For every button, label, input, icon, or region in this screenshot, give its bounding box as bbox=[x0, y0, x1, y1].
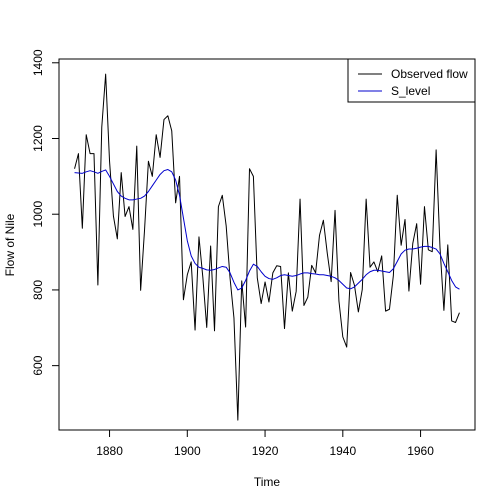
x-axis-label: Time bbox=[254, 475, 281, 489]
y-tick-label: 1200 bbox=[31, 125, 45, 152]
y-tick-label: 1000 bbox=[31, 201, 45, 228]
y-tick-label: 600 bbox=[31, 355, 45, 375]
y-tick-label: 1400 bbox=[31, 49, 45, 76]
series-line-s-level bbox=[74, 169, 460, 291]
legend-box bbox=[347, 58, 476, 103]
legend-label-s-level: S_level bbox=[391, 84, 430, 98]
legend-label-observed-flow: Observed flow bbox=[391, 67, 468, 81]
series-line-observed-flow bbox=[74, 73, 460, 421]
plot-frame bbox=[58, 58, 476, 431]
legend: Observed flow S_level bbox=[347, 58, 476, 103]
y-tick-label: 800 bbox=[31, 280, 45, 300]
x-tick-label: 1940 bbox=[329, 444, 356, 458]
x-tick-label: 1960 bbox=[407, 444, 434, 458]
y-axis-label: Flow of Nile bbox=[3, 213, 17, 276]
series-layer bbox=[74, 73, 460, 421]
x-tick-label: 1880 bbox=[96, 444, 123, 458]
x-tick-label: 1920 bbox=[252, 444, 279, 458]
x-tick-label: 1900 bbox=[174, 444, 201, 458]
